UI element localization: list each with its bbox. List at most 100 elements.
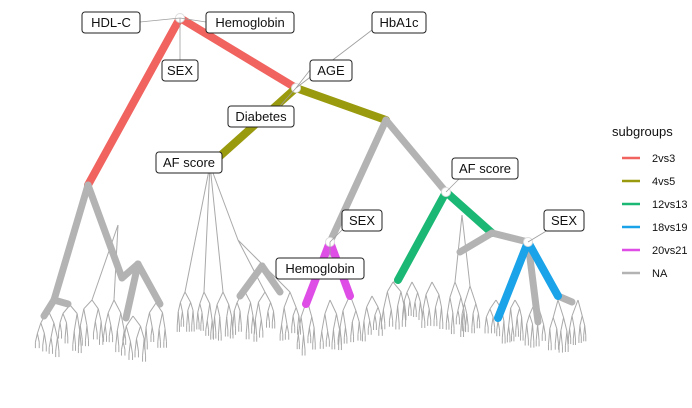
- label-text: AF score: [163, 155, 215, 170]
- leaf-branch: [332, 329, 336, 344]
- leaf-branch: [463, 303, 468, 315]
- label-box: [341, 209, 383, 232]
- leaf-branch: [295, 307, 300, 316]
- leaf-branch: [516, 317, 519, 331]
- legend-item-18vs19: 18vs19: [622, 222, 687, 234]
- leaf-branch: [108, 325, 112, 337]
- leaf-branch: [339, 327, 342, 345]
- branch-2vs3: [176, 14, 300, 92]
- leaf-branch: [577, 299, 583, 317]
- leaf-branch: [267, 302, 272, 312]
- label-box: [451, 157, 519, 180]
- branch-2vs3: [84, 14, 184, 189]
- leaf-branch: [363, 306, 368, 321]
- legend-item-12vs13: 12vs13: [622, 199, 687, 211]
- leaf-branch: [489, 299, 497, 310]
- leaf-branch: [516, 308, 521, 318]
- leaf-branch: [386, 291, 392, 310]
- leaf-branch: [541, 324, 545, 335]
- leaf-branch: [510, 308, 514, 327]
- leaf-branch: [489, 308, 494, 318]
- leaf-branch: [406, 292, 411, 302]
- leaf-branch: [260, 319, 264, 332]
- leaf-branch: [79, 308, 85, 326]
- leaf-branch: [179, 291, 186, 303]
- leaf-branch: [56, 337, 60, 352]
- branch-na: [524, 238, 542, 326]
- leaf-branch: [84, 325, 88, 341]
- leaf-branch: [324, 299, 331, 315]
- leaf-branch: [374, 306, 379, 316]
- leaf-branch: [311, 316, 315, 328]
- label-box: [371, 11, 427, 34]
- leaf-branch: [313, 327, 316, 344]
- leaf-branch: [377, 306, 382, 316]
- leaf-branch: [216, 304, 221, 317]
- label-box: [543, 209, 585, 232]
- leaf-branch: [454, 281, 462, 298]
- leaf-branch: [270, 302, 274, 312]
- leaf-branch: [556, 328, 559, 344]
- leaf-branch: [503, 320, 506, 338]
- hemoglobin-mid-label: Hemoglobin: [275, 257, 365, 280]
- leaf-branch: [97, 308, 102, 322]
- leaf-branch: [378, 315, 382, 330]
- branch-na: [258, 262, 284, 296]
- leaf-branch: [579, 315, 583, 326]
- leaf-branch: [308, 327, 312, 338]
- leaf-branch: [569, 328, 572, 339]
- label-box: [309, 59, 353, 82]
- leaf-branch: [104, 312, 109, 326]
- leaf-branch: [219, 316, 222, 335]
- leaf-branch: [303, 334, 306, 350]
- leaf-branch: [236, 302, 241, 312]
- age-label: AGE: [309, 59, 353, 82]
- leaf-branch: [247, 302, 252, 316]
- leaf-branch: [485, 308, 491, 318]
- leaf-branch: [134, 338, 137, 352]
- leaf-branch: [558, 331, 562, 347]
- leaf-branch: [254, 319, 258, 336]
- leaf-branch: [380, 309, 384, 324]
- leaf-branch: [358, 321, 362, 335]
- label-text: HDL-C: [91, 15, 131, 30]
- leaf-branch: [457, 297, 462, 311]
- leaf-branch: [571, 315, 575, 329]
- legend-label: NA: [652, 268, 668, 280]
- leaf-branch: [549, 317, 554, 329]
- leaf-branch: [158, 312, 163, 329]
- leaf-branch: [298, 315, 301, 329]
- leaf-branch: [435, 294, 440, 308]
- leaf-branch: [59, 322, 63, 333]
- leaf-branch: [197, 303, 201, 313]
- leaf-branch: [351, 321, 355, 337]
- leaf-branch: [145, 312, 150, 328]
- legend-title: subgroups: [612, 124, 673, 139]
- label-text: SEX: [349, 213, 375, 228]
- leaf-branch: [472, 313, 475, 328]
- leaf-branch: [469, 285, 477, 304]
- label-text: Hemoglobin: [285, 261, 354, 276]
- leaf-branch: [107, 299, 115, 314]
- label-box: [275, 257, 365, 280]
- label-text: HbA1c: [379, 15, 419, 30]
- leaf-branch: [161, 312, 166, 329]
- leaf-branch: [461, 313, 465, 332]
- leaf-branch: [100, 321, 104, 339]
- branch-na: [134, 260, 164, 308]
- leaf-branch: [336, 313, 341, 330]
- leaf-branch: [388, 309, 392, 321]
- leaf-branch: [411, 281, 419, 293]
- leaf-branch: [197, 312, 200, 324]
- label-text: Hemoglobin: [215, 15, 284, 30]
- leader-line: [445, 177, 461, 193]
- leader-line: [527, 229, 549, 243]
- leaf-branch: [581, 315, 586, 326]
- leader-line: [179, 17, 207, 23]
- leader-line: [139, 17, 181, 23]
- label-text: SEX: [167, 63, 193, 78]
- leaf-branch: [425, 281, 433, 295]
- leaf-branch: [216, 291, 224, 305]
- leaf-branch: [104, 325, 107, 336]
- leaf-branch: [252, 315, 256, 328]
